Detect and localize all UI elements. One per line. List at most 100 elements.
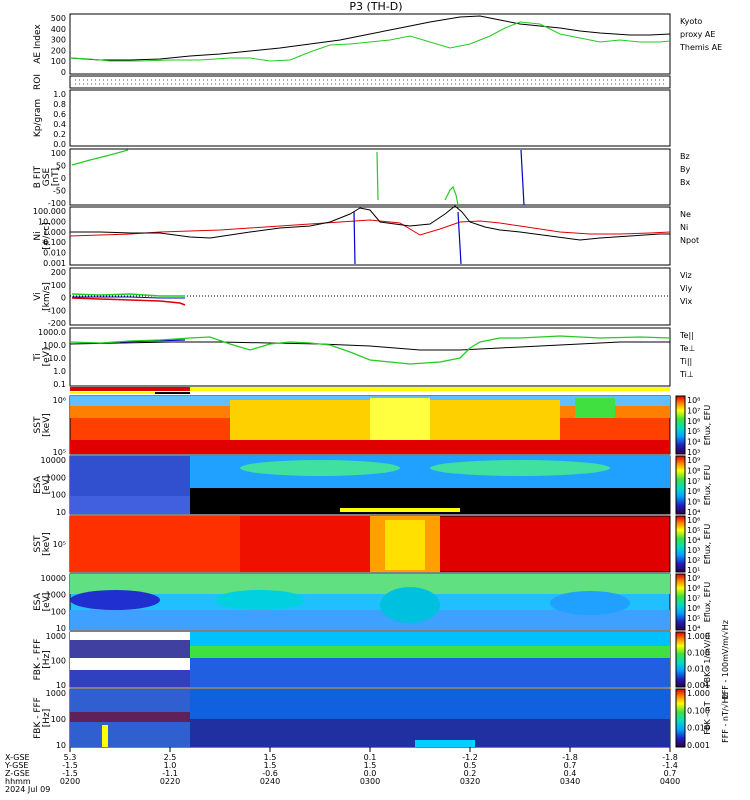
xtick-label: -1.1 [162,769,178,778]
cbar-tick-sste: 10⁸ [687,396,700,405]
ytick-ae: 0 [61,68,66,77]
ytick-sste: 10⁶ [53,396,66,405]
cbar-label-ssti: Eflux, EFU [703,524,712,565]
ylabel-fbk2: [Hz] [42,709,52,728]
cbar-tick-ssti: 10⁶ [687,516,700,525]
cbar-tick-sste: 10⁴ [687,438,700,447]
xtick-label: 0.7 [564,761,577,770]
ytick-kp: 0.6 [53,110,66,119]
ytick-ni: 0.001 [43,259,66,268]
xtick-label: 0.5 [464,761,477,770]
themis-ae-line [69,15,671,61]
cbar-label2-fbk2: FFF - nT/√Hz [721,693,730,743]
ni-line [70,205,670,241]
ytick-ti: 10.0 [48,354,66,363]
ytick-ni: 10.000 [38,217,66,226]
cbar-tick-sste: 10⁵ [687,427,700,436]
ylabel-sste: [keV] [42,413,52,437]
ytick-ni: 1.000 [43,228,66,237]
legend-ni: Npot [680,236,699,245]
xtick-label: 1.0 [164,761,177,770]
panel-fbk1 [69,631,671,688]
xtick-label: -1.5 [62,761,78,770]
cbar-tick-fbk2: 0.010 [687,724,710,733]
ytick-ni: 0.010 [43,249,66,258]
ytick-ae: 100 [51,57,66,66]
xtick-label: 0.0 [364,769,377,778]
cbar-tick-fbk1: 0.100 [687,648,710,657]
xtick-label: 0400 [660,777,680,786]
ytick-ae: 200 [51,46,66,55]
cbar-tick-ssti: 10³ [687,546,700,555]
cbar-tick-ssti: 10⁵ [687,526,700,535]
xtick-label: 0220 [160,777,180,786]
cbar-tick-esae: 10⁶ [687,487,700,496]
cbar-tick-esai: 10⁵ [687,614,700,623]
xtick-label: 0200 [60,777,80,786]
ylabel-ni: Ni [33,231,43,240]
ytick-bfit: 0 [61,174,66,183]
xaxis-row-label: X-GSE [5,753,30,762]
ylabel-ssti: SST [33,535,43,552]
legend-bfit: Bz [680,152,690,161]
legend-ae: proxy AE [680,30,715,39]
cbar-tick-esae: 10⁵ [687,498,700,507]
ylabel-ssti: [keV] [42,532,52,556]
ylabel-bfit: B FIT [33,165,43,188]
panel-esae [69,455,671,515]
ytick-vi: -200 [48,319,66,328]
xtick-label: 0.2 [464,769,477,778]
ylabel-fbk1: [Hz] [42,650,52,669]
xtick-label: 1.5 [264,761,277,770]
ylabel-roi: ROI [33,74,43,90]
panel-vi [69,267,671,326]
ytick-bfit: 50 [56,162,66,171]
xtick-label: 1.5 [264,753,277,762]
ylabel-ti: [eV] [42,348,52,367]
ylabel-fbk2: FBK - FFF [33,697,43,739]
legend-ti: Ti⊥ [679,370,694,379]
cbar-tick-esae: 10⁹ [687,456,700,465]
cbar-tick-fbk2: 0.001 [687,741,710,750]
panel-bfit [69,148,671,206]
ytick-esae: 100 [51,491,66,500]
legend-bfit: By [680,165,690,174]
ylabel-bfit: [nT] [51,168,61,186]
cbar-tick-esae: 10⁴ [687,508,700,517]
xaxis-row-label: Y-GSE [4,761,28,770]
xtick-label: -1.5 [62,769,78,778]
cbar-tick-ssti: 10² [687,556,700,565]
cbar-tick-esai: 10⁷ [687,594,700,603]
cbar-tick-esae: 10⁷ [687,477,700,486]
xaxis-row-label: Z-GSE [5,769,30,778]
xaxis-row-label: hhmm [5,777,31,786]
cbar-tick-esai: 10⁴ [687,624,700,633]
ylabel-bfit: GSE [42,168,52,187]
ytick-ti: 100.0 [43,341,66,350]
ytick-kp: 0.0 [53,140,66,149]
cbar-tick-esai: 10⁹ [687,574,700,583]
plot-title: P3 (TH-D) [349,0,402,13]
legend-ni: Ne [680,210,691,219]
colorbars [675,395,686,748]
legend-vi: Viz [680,271,692,280]
ytick-esae: 1000 [46,473,66,482]
panel-esai [69,573,671,631]
legend-ni: Ni [680,223,688,232]
ytick-ae: 500 [51,14,66,23]
ytick-vi: 0 [61,294,66,303]
ytick-ti: 0.1 [53,380,66,389]
cbar-tick-sste: 10⁷ [687,406,700,415]
xtick-label: -1.8 [562,753,578,762]
legend-ti: Ti|| [679,357,692,366]
ylabel-sste: SST [33,416,43,433]
ytick-kp: 0.4 [53,120,66,129]
cbar-tick-fbk2: 0.100 [687,706,710,715]
panel-fbk2 [69,688,671,748]
panel-kp [69,89,671,147]
xtick-label: 2.5 [164,753,177,762]
cbar-label-esae: Eflux, EFU [703,465,712,506]
xtick-label: 0300 [360,777,380,786]
xtick-label: -1.8 [662,753,678,762]
